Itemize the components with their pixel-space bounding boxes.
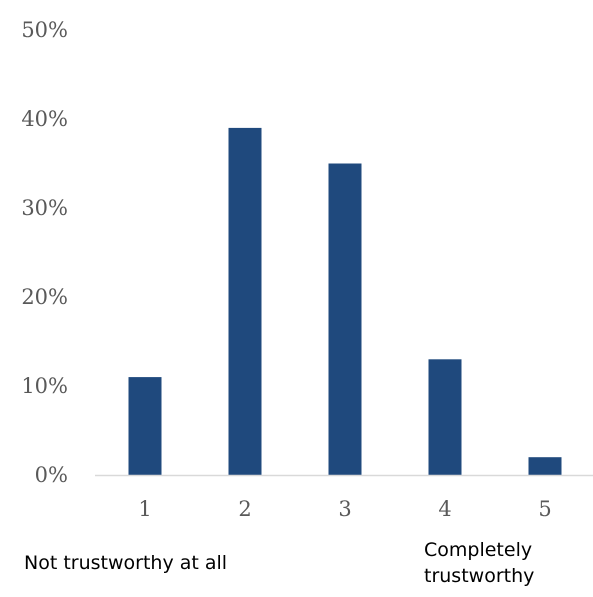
bar-4 bbox=[428, 359, 462, 475]
y-tick-label-20: 20% bbox=[21, 285, 68, 309]
scale-high-annotation-line1: Completely bbox=[424, 539, 533, 561]
bar-5 bbox=[528, 457, 562, 475]
bar-1 bbox=[128, 377, 162, 475]
scale-low-annotation: Not trustworthy at all bbox=[24, 552, 228, 574]
scale-high-annotation-line2: trustworthy bbox=[424, 565, 535, 587]
y-axis-tick-labels: 0% 10% 20% 30% 40% 50% bbox=[21, 18, 68, 487]
x-tick-label-5: 5 bbox=[538, 497, 551, 521]
x-tick-label-3: 3 bbox=[338, 497, 351, 521]
y-tick-label-30: 30% bbox=[21, 196, 68, 220]
bars-group bbox=[128, 127, 562, 476]
y-tick-label-10: 10% bbox=[21, 374, 68, 398]
y-tick-label-50: 50% bbox=[21, 18, 68, 42]
x-axis-tick-labels: 1 2 3 4 5 bbox=[138, 497, 551, 521]
y-tick-label-0: 0% bbox=[35, 463, 68, 487]
bar-2 bbox=[228, 127, 262, 476]
bar-3 bbox=[328, 163, 362, 475]
x-tick-label-4: 4 bbox=[438, 497, 451, 521]
x-tick-label-2: 2 bbox=[238, 497, 251, 521]
scale-high-annotation: Completely trustworthy bbox=[424, 537, 584, 589]
x-tick-label-1: 1 bbox=[138, 497, 151, 521]
y-tick-label-40: 40% bbox=[21, 107, 68, 131]
